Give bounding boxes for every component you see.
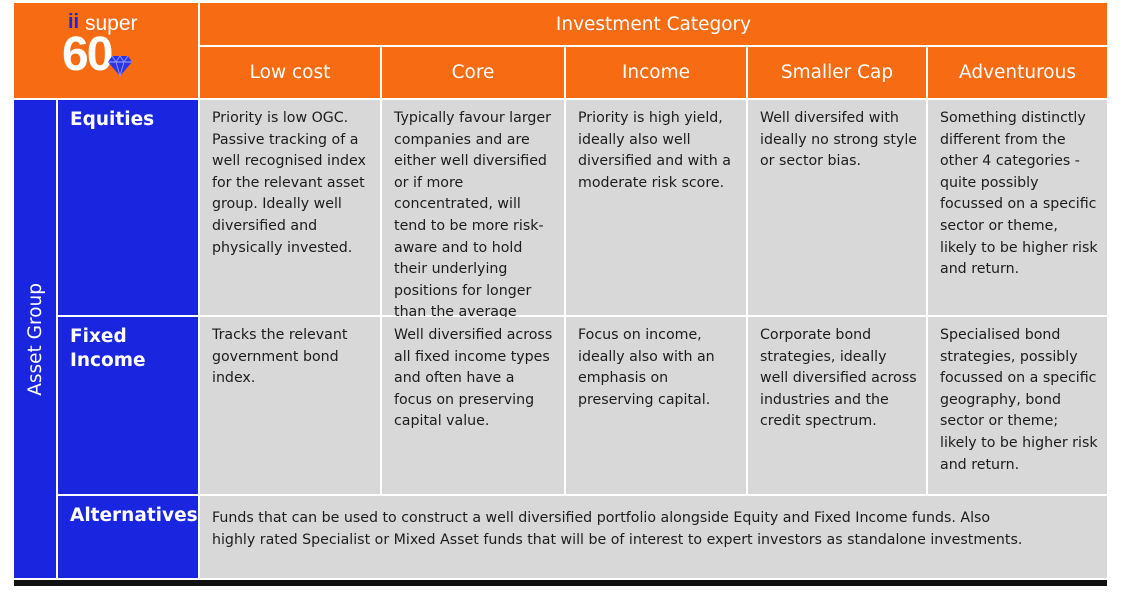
row-header-label: Fixed Income — [70, 326, 146, 371]
cell-text: Specialised bond strategies, possibly fo… — [940, 327, 1098, 473]
col-header-adventurous: Adventurous — [928, 47, 1107, 98]
cell-text: Tracks the relevant government bond inde… — [212, 327, 348, 387]
row-header-label: Equities — [70, 109, 155, 130]
cell-text: Funds that can be used to construct a we… — [212, 510, 1023, 548]
investment-category-title: Investment Category — [555, 13, 752, 35]
cell-fixed-income-low-cost: Tracks the relevant government bond inde… — [200, 317, 380, 494]
cell-equities-adventurous: Something distinctly different from the … — [928, 100, 1107, 315]
cell-text: Well diversifed with ideally no strong s… — [760, 110, 918, 170]
col-header-label: Smaller Cap — [780, 62, 894, 83]
col-header-low-cost: Low cost — [200, 47, 380, 98]
logo-number: 60 — [62, 28, 113, 81]
col-header-income: Income — [566, 47, 746, 98]
investment-category-header: Investment Category — [200, 3, 1107, 45]
row-header-label: Alternatives — [70, 505, 198, 526]
cell-text: Focus on income, ideally also with an em… — [578, 327, 715, 408]
cell-fixed-income-smaller-cap: Corporate bond strategies, ideally well … — [748, 317, 926, 494]
cell-text: Well diversified across all fixed income… — [394, 327, 553, 430]
cell-text: Priority is low OGC. Passive tracking of… — [212, 110, 366, 256]
cell-equities-smaller-cap: Well diversifed with ideally no strong s… — [748, 100, 926, 315]
logo-prefix: ii — [68, 11, 80, 33]
cell-text: Typically favour larger companies and ar… — [394, 110, 551, 342]
row-header-alternatives: Alternatives — [58, 496, 198, 578]
cell-fixed-income-income: Focus on income, ideally also with an em… — [566, 317, 746, 494]
gem-icon — [108, 55, 132, 77]
cell-equities-low-cost: Priority is low OGC. Passive tracking of… — [200, 100, 380, 315]
logo-cell: ii super 60 — [14, 3, 198, 98]
row-header-equities: Equities — [58, 100, 198, 315]
asset-group-header: Asset Group — [14, 100, 56, 578]
col-header-label: Income — [621, 62, 691, 83]
asset-group-title: Asset Group — [24, 282, 46, 396]
cell-text: Something distinctly different from the … — [940, 110, 1098, 278]
cell-equities-income: Priority is high yield, ideally also wel… — [566, 100, 746, 315]
col-header-label: Adventurous — [959, 62, 1076, 83]
bottom-divider — [14, 580, 1107, 586]
col-header-label: Low cost — [249, 62, 331, 83]
logo: ii super 60 — [62, 11, 162, 93]
col-header-core: Core — [382, 47, 564, 98]
cell-fixed-income-adventurous: Specialised bond strategies, possibly fo… — [928, 317, 1107, 494]
col-header-smaller-cap: Smaller Cap — [748, 47, 926, 98]
cell-text: Corporate bond strategies, ideally well … — [760, 327, 917, 430]
cell-equities-core: Typically favour larger companies and ar… — [382, 100, 564, 342]
cell-text: Priority is high yield, ideally also wel… — [578, 110, 731, 191]
logo-word: super — [85, 12, 138, 35]
cell-alternatives-merged: Funds that can be used to construct a we… — [200, 496, 1107, 578]
cell-fixed-income-core: Well diversified across all fixed income… — [382, 317, 564, 494]
row-header-fixed-income: Fixed Income — [58, 317, 198, 494]
col-header-label: Core — [451, 62, 495, 83]
